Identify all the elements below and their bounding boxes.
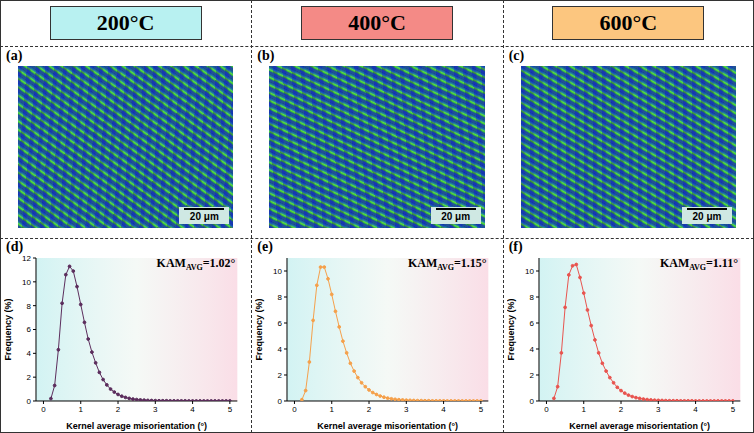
svg-text:3: 3 [153,405,158,414]
svg-text:6: 6 [278,319,283,328]
html-text:(f): (f) [508,239,523,254]
html-text:(a): (a) [6,48,23,63]
svg-text:6: 6 [529,319,534,328]
svg-text:2: 2 [529,371,534,380]
html-text:20 μm: 20 μm [189,211,219,222]
svg-text:10: 10 [525,267,534,276]
svg-text:3: 3 [404,405,409,414]
svg-text:0: 0 [544,405,549,414]
svg-text:2: 2 [367,405,372,414]
svg-text:2: 2 [27,373,32,382]
html-text:KAMAVG=1.02°: KAMAVG=1.02° [156,256,236,273]
svg-text:4: 4 [27,349,32,358]
svg-text:Kernel average misorientation: Kernel average misorientation (°) [66,421,207,431]
svg-text:4: 4 [442,405,447,414]
html-text:(e): (e) [257,239,273,254]
html-text:(b): (b) [257,48,275,63]
svg-text:6: 6 [27,325,32,334]
html-text:(c): (c) [508,48,525,63]
svg-text:4: 4 [190,405,195,414]
svg-text:0: 0 [27,397,32,406]
svg-text:Frequency (%): Frequency (%) [507,299,516,361]
svg-text:0: 0 [278,397,283,406]
svg-text:0: 0 [529,397,534,406]
html-text:20 μm: 20 μm [441,211,471,222]
html-text:20 μm: 20 μm [692,211,722,222]
svg-text:8: 8 [278,293,283,302]
svg-text:Kernel average misorientation: Kernel average misorientation (°) [318,421,459,431]
svg-text:4: 4 [278,345,283,354]
html-text:KAMAVG=1.11°: KAMAVG=1.11° [659,256,738,273]
svg-text:5: 5 [228,405,233,414]
svg-text:Kernel average misorientation: Kernel average misorientation (°) [569,421,710,431]
svg-text:10: 10 [22,278,31,287]
svg-text:3: 3 [656,405,661,414]
svg-text:5: 5 [730,405,735,414]
svg-text:1: 1 [79,405,84,414]
html-text:200°C: 200°C [96,10,155,35]
svg-text:2: 2 [618,405,623,414]
svg-text:4: 4 [693,405,698,414]
html-text:400°C: 400°C [348,10,406,35]
svg-text:8: 8 [27,302,32,311]
svg-text:0: 0 [41,405,46,414]
svg-text:1: 1 [581,405,586,414]
svg-text:0: 0 [293,405,298,414]
svg-text:Frequency (%): Frequency (%) [4,299,13,361]
svg-text:4: 4 [529,345,534,354]
html-text:(d): (d) [6,239,24,254]
svg-text:2: 2 [116,405,121,414]
svg-text:12: 12 [22,254,31,263]
svg-text:Frequency (%): Frequency (%) [255,299,264,361]
html-text:600°C: 600°C [599,10,658,35]
html-text:KAMAVG=1.15°: KAMAVG=1.15° [407,256,487,273]
svg-text:1: 1 [330,405,335,414]
svg-text:2: 2 [278,371,283,380]
svg-text:10: 10 [273,267,282,276]
svg-text:8: 8 [529,293,534,302]
svg-text:5: 5 [479,405,484,414]
